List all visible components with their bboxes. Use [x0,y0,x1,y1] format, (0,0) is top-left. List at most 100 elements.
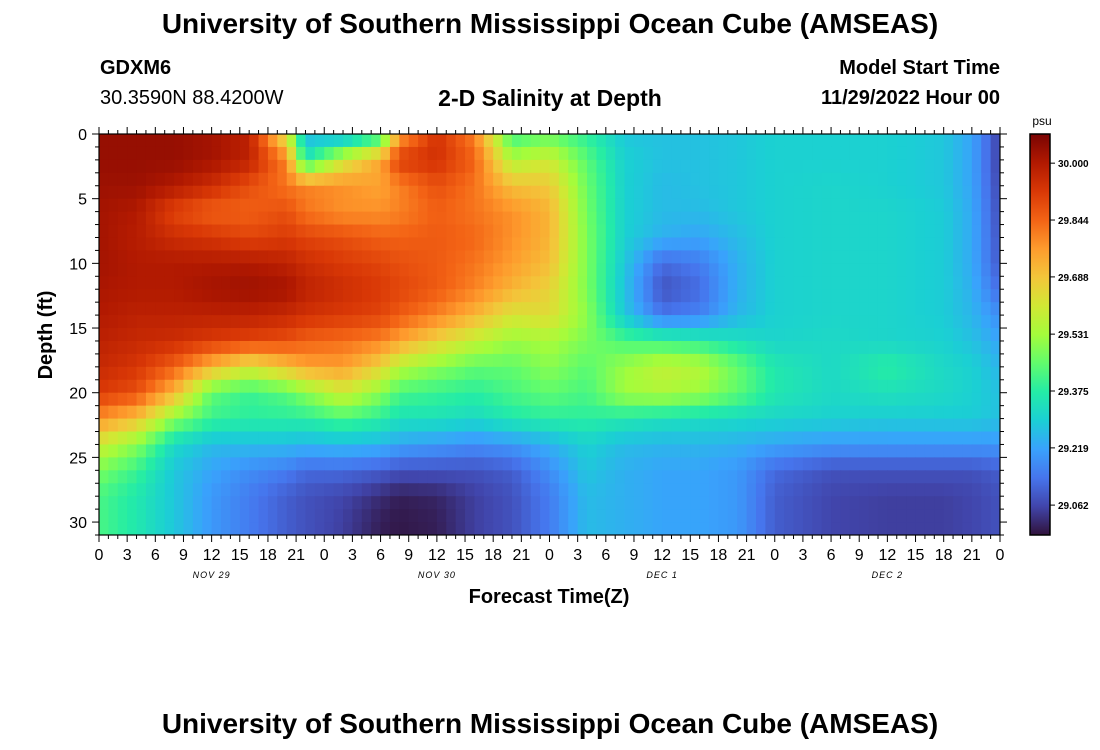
heatmap-cell [812,198,823,213]
heatmap-cell [896,250,907,264]
heatmap-cell [418,302,429,316]
heatmap-cell [943,198,954,213]
heatmap-cell [183,315,194,329]
heatmap-cell [136,418,147,433]
heatmap-cell [633,198,644,213]
heatmap-cell [568,509,579,523]
heatmap-cell [690,353,701,368]
heatmap-cell [709,159,720,174]
heatmap-cell [906,146,917,161]
heatmap-cell [568,340,579,355]
heatmap-cell [699,263,710,277]
heatmap-cell [211,483,222,497]
heatmap-cell [971,172,982,187]
heatmap-cell [418,431,429,446]
heatmap-cell [493,237,504,252]
heatmap-cell [765,172,776,187]
heatmap-cell [540,224,551,239]
heatmap-cell [211,198,222,213]
heatmap-cell [389,328,400,342]
heatmap-cell [662,353,673,368]
heatmap-cell [117,263,128,277]
heatmap-cell [352,405,363,420]
heatmap-cell [239,185,250,200]
heatmap-cell [709,146,720,161]
heatmap-cell [755,302,766,316]
heatmap-cell [746,340,757,355]
heatmap-cell [765,457,776,471]
heatmap-cell [286,328,297,342]
heatmap-cell [737,418,748,433]
heatmap-cell [474,289,485,303]
heatmap-cell [549,224,560,239]
heatmap-cell [511,289,522,303]
heatmap-cell [868,496,879,510]
day-label: NOV 29 [193,570,231,580]
heatmap-cell [296,328,307,342]
heatmap-cell [906,276,917,290]
heatmap-cell [727,289,738,303]
heatmap-cell [230,379,241,394]
heatmap-cell [455,211,466,226]
heatmap-cell [361,250,372,264]
heatmap-cell [145,250,156,264]
heatmap-cell [633,211,644,226]
heatmap-cell [793,159,804,174]
heatmap-cell [286,315,297,329]
heatmap-cell [380,366,391,381]
heatmap-cell [793,405,804,420]
heatmap-cell [155,457,166,471]
heatmap-cell [990,522,1000,535]
heatmap-cell [418,224,429,239]
heatmap-cell [821,250,832,264]
heatmap-cell [690,392,701,407]
heatmap-cell [136,353,147,368]
heatmap-cell [117,444,128,458]
heatmap-cell [840,263,851,277]
heatmap-cell [699,392,710,407]
heatmap-cell [127,134,138,148]
heatmap-cell [164,392,175,407]
heatmap-cell [718,289,729,303]
heatmap-cell [296,496,307,510]
heatmap-cell [868,237,879,252]
heatmap-cell [709,392,720,407]
heatmap-cell [183,509,194,523]
heatmap-cell [831,302,842,316]
heatmap-cell [662,237,673,252]
heatmap-cell [671,237,682,252]
heatmap-cell [990,237,1000,252]
heatmap-cell [793,250,804,264]
heatmap-cell [877,159,888,174]
heatmap-cell [258,457,269,471]
heatmap-cell [296,302,307,316]
heatmap-cell [418,418,429,433]
heatmap-cell [633,315,644,329]
heatmap-cell [333,134,344,148]
heatmap-cell [990,444,1000,458]
heatmap-cell [896,211,907,226]
heatmap-cell [605,392,616,407]
heatmap-cell [183,366,194,381]
heatmap-cell [446,340,457,355]
heatmap-cell [699,418,710,433]
heatmap-cell [155,302,166,316]
heatmap-cell [690,159,701,174]
heatmap-cell [896,483,907,497]
heatmap-cell [802,224,813,239]
heatmap-cell [427,470,438,484]
heatmap-cell [877,237,888,252]
heatmap-cell [399,379,410,394]
heatmap-cell [221,392,231,407]
heatmap-cell [877,276,888,290]
heatmap-cell [361,379,372,394]
heatmap-cell [249,379,260,394]
heatmap-cell [314,483,325,497]
x-tick-label: 12 [428,547,446,564]
heatmap-cell [249,340,260,355]
heatmap-cell [202,328,213,342]
heatmap-cell [793,470,804,484]
heatmap-cell [389,379,400,394]
heatmap-cell [924,159,935,174]
heatmap-cell [286,172,297,187]
